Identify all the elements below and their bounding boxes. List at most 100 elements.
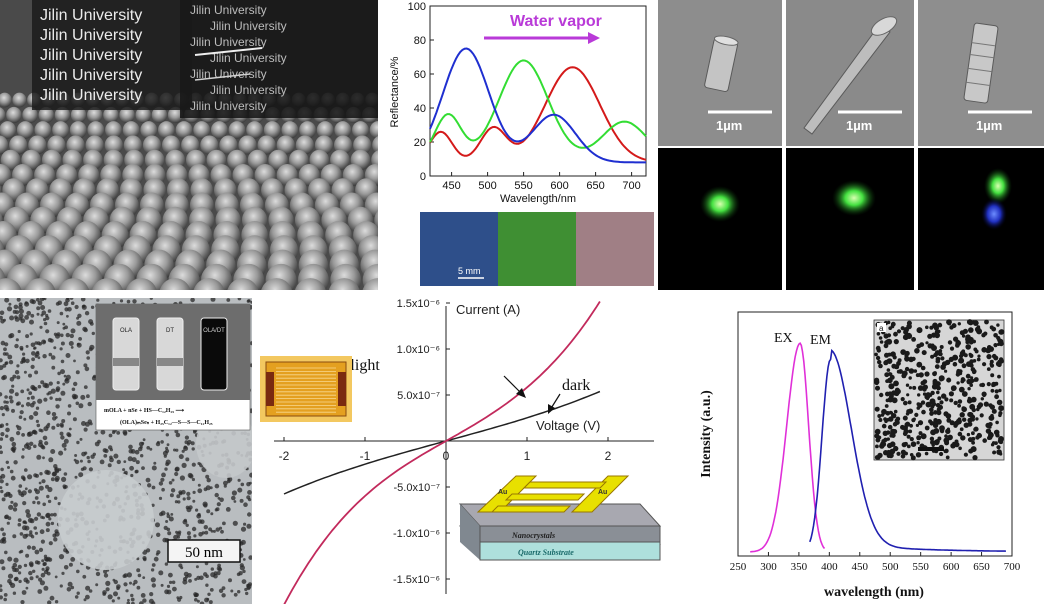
nanocone [210, 121, 228, 139]
layer-substrate: Quartz Substrate [518, 548, 574, 557]
nanocone [140, 121, 158, 139]
nanocone [295, 278, 326, 290]
au-label-left: Au [498, 489, 507, 496]
water-vapor-annotation: Water vapor [510, 13, 602, 30]
nanocone [299, 121, 316, 139]
red-reflectance-curve [429, 66, 647, 161]
film-back-label: Jilin University [210, 83, 287, 97]
nanocone [142, 135, 162, 155]
fluor-tile-2 [786, 148, 914, 290]
nanocone [0, 107, 6, 123]
nanocone [119, 106, 135, 124]
reflectance-chart: 0 20 40 60 80 100 450 500 550 600 650 700 Reflecta… [384, 0, 656, 290]
nanocone [104, 135, 123, 155]
y-tick-label: 100 [408, 1, 426, 13]
x-tick-label: 700 [622, 180, 640, 192]
scale-label: 1µm [716, 118, 742, 133]
x-axis-label: Wavelength/nm [500, 193, 576, 205]
nanocone [159, 278, 191, 290]
y-tick-label: 80 [414, 35, 426, 47]
nanocone [54, 106, 71, 124]
film-front-label: Jilin University [40, 67, 142, 84]
y-tick-label: 20 [414, 137, 426, 149]
color-swatches: 5 mm [420, 212, 654, 286]
microrod-panel: 1µm1µm1µm1µm1µm1µm [658, 0, 1044, 290]
nanocone [246, 121, 263, 139]
y-axis-label: Intensity (a.u.) [699, 390, 714, 478]
series-label-em: EM [810, 333, 832, 348]
x-tick-label: 500 [882, 561, 899, 573]
nanocone [261, 278, 292, 290]
microrod-images: 1µm1µm1µm1µm1µm1µm [658, 0, 1044, 290]
nanocone [158, 121, 175, 139]
reflectance-panel: 0 20 40 60 80 100 450 500 550 600 650 700 Reflecta… [384, 0, 656, 290]
vial-inset: OLA DT OLA/DT mOLA + nSe + HS—C₁₂H₂₅ ⟶ (OL… [95, 303, 251, 431]
vial-label: OLA/DT [203, 328, 225, 334]
nanocone [16, 121, 34, 139]
nanocone [276, 135, 295, 155]
film-back-label: Jilin University [190, 35, 267, 49]
vial-label: OLA [120, 328, 132, 334]
x-tick-label: 1 [524, 449, 531, 463]
nanocone [333, 135, 353, 155]
green-reflectance-curve [429, 59, 647, 149]
nanocone [309, 149, 330, 171]
nanocone [122, 121, 140, 139]
film-front-label: Jilin University [40, 47, 142, 64]
reaction-line-1: mOLA + nSe + HS—C₁₂H₂₅ ⟶ [104, 407, 185, 414]
iv-chart: -2 -1 0 1 2 1.5x10⁻⁶ 1.0x10⁻⁶ 5.0x10⁻⁷ -5.0x10⁻… [254, 298, 674, 604]
nanocone [167, 106, 184, 124]
sem-nanocone-image: Jilin University Jilin University Jilin Un… [0, 0, 378, 290]
fluor-tile-3 [918, 148, 1044, 290]
nanocone [0, 149, 21, 171]
nanocone [0, 92, 12, 108]
nanocone [58, 278, 90, 290]
y-tick-label: 40 [414, 103, 426, 115]
x-tick-label: 400 [821, 561, 838, 573]
x-tick-label: 650 [973, 561, 990, 573]
reaction-line-2: (OLA)ₘSeₙ + H₂₅C₁₂—S—S—C₁₂H₂₅ [120, 419, 213, 426]
nanocone [219, 135, 238, 155]
vial-icon [156, 317, 184, 391]
nanocone [105, 121, 122, 139]
nanocone [263, 121, 281, 139]
film-front-label: Jilin University [40, 27, 142, 44]
sem-nanocone-panel: Jilin University Jilin University Jilin Un… [0, 0, 378, 290]
x-tick-label: 500 [478, 180, 496, 192]
inset-panel-letter: a [879, 324, 884, 333]
layer-nanocrystals: Nanocrystals [511, 531, 555, 540]
nanocone [34, 121, 52, 139]
plot-frame [737, 311, 1013, 557]
nanocone [288, 149, 309, 171]
arrow-head-icon [588, 32, 600, 44]
nanocone [362, 278, 378, 290]
nanocone [66, 135, 85, 155]
tem-scale-box [167, 539, 241, 563]
nanocone [135, 106, 151, 124]
nanocone [328, 278, 360, 290]
film-back-label: Jilin University [210, 19, 287, 33]
nanocone [24, 278, 56, 290]
scale-label: 1µm [846, 118, 872, 133]
nanocone [87, 121, 105, 139]
nanocone [12, 92, 27, 108]
nanocone [200, 135, 219, 155]
nanocone [372, 136, 378, 154]
blue-swatch [420, 212, 498, 286]
nanocone [352, 121, 369, 139]
nanocone [175, 121, 193, 139]
nanocone [87, 106, 103, 124]
vial-label: DT [166, 328, 174, 334]
film-back-label: Jilin University [190, 99, 267, 113]
y-tick-label: -1.5x10⁻⁶ [393, 574, 440, 586]
nanocone [69, 121, 87, 139]
nanocone [22, 106, 38, 124]
nanocone [238, 135, 257, 155]
nanocone [193, 278, 225, 290]
y-axis-label: Reflectance/% [389, 56, 401, 127]
x-tick-label: 600 [943, 561, 960, 573]
nanocrystal-tem-panel: OLA DT OLA/DT mOLA + nSe + HS—C₁₂H₂₅ ⟶ (OL… [0, 298, 252, 604]
nanocone [70, 106, 87, 124]
x-tick-label: 700 [1004, 561, 1021, 573]
dark-curve [283, 390, 601, 495]
